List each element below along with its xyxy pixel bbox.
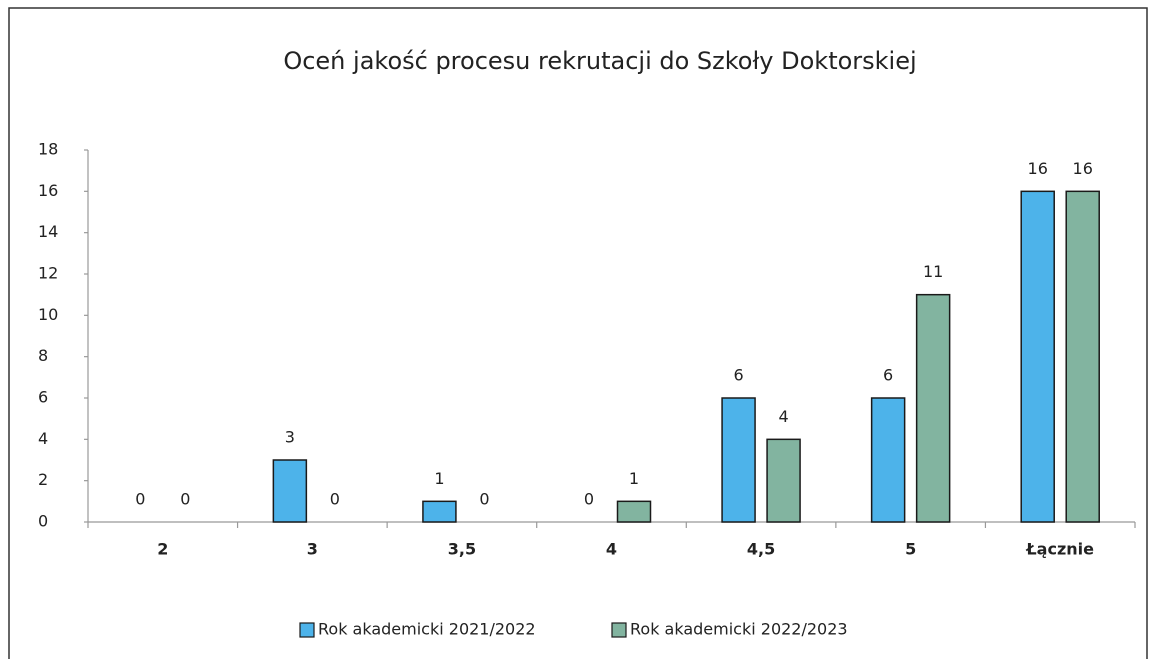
y-tick-label: 2 bbox=[38, 470, 48, 489]
value-label: 3 bbox=[285, 428, 295, 447]
bar bbox=[422, 500, 457, 523]
y-tick-label: 0 bbox=[38, 512, 48, 531]
x-tick-label: 4 bbox=[606, 540, 617, 559]
value-label: 0 bbox=[180, 490, 190, 509]
legend-swatch bbox=[611, 622, 627, 638]
bar bbox=[915, 293, 951, 523]
value-label: 16 bbox=[1073, 159, 1093, 178]
bar bbox=[766, 438, 801, 523]
y-tick-label: 10 bbox=[38, 305, 58, 324]
x-tick-label: 3 bbox=[307, 540, 318, 559]
x-tick-label: 4,5 bbox=[747, 540, 775, 559]
legend-label: Rok akademicki 2022/2023 bbox=[630, 620, 848, 639]
value-label: 0 bbox=[135, 490, 145, 509]
y-tick-label: 18 bbox=[38, 140, 58, 159]
value-label: 11 bbox=[923, 262, 943, 281]
value-label: 0 bbox=[479, 490, 489, 509]
x-tick-label: 3,5 bbox=[448, 540, 476, 559]
x-tick-label: Łącznie bbox=[1025, 540, 1094, 559]
value-label: 0 bbox=[330, 490, 340, 509]
y-tick-label: 4 bbox=[38, 429, 48, 448]
x-tick-label: 5 bbox=[905, 540, 916, 559]
y-tick-label: 6 bbox=[38, 388, 48, 407]
chart-frame bbox=[8, 7, 1148, 659]
bar bbox=[1065, 190, 1100, 523]
bar bbox=[272, 459, 308, 523]
legend-label: Rok akademicki 2021/2022 bbox=[318, 620, 536, 639]
value-label: 6 bbox=[883, 366, 893, 385]
value-label: 1 bbox=[434, 469, 444, 488]
bar bbox=[1020, 190, 1055, 523]
value-label: 6 bbox=[733, 366, 743, 385]
x-tick-label: 2 bbox=[157, 540, 168, 559]
value-label: 0 bbox=[584, 490, 594, 509]
legend-swatch bbox=[299, 622, 315, 638]
value-label: 16 bbox=[1028, 159, 1048, 178]
value-label: 4 bbox=[778, 407, 788, 426]
bar bbox=[616, 500, 652, 523]
value-label: 1 bbox=[629, 469, 639, 488]
chart-title: Oceń jakość procesu rekrutacji do Szkoły… bbox=[283, 47, 916, 75]
y-tick-label: 14 bbox=[38, 222, 58, 241]
bar bbox=[870, 397, 906, 523]
y-tick-label: 12 bbox=[38, 264, 58, 283]
y-tick-label: 16 bbox=[38, 181, 58, 200]
y-tick-label: 8 bbox=[38, 346, 48, 365]
bar bbox=[721, 397, 756, 523]
